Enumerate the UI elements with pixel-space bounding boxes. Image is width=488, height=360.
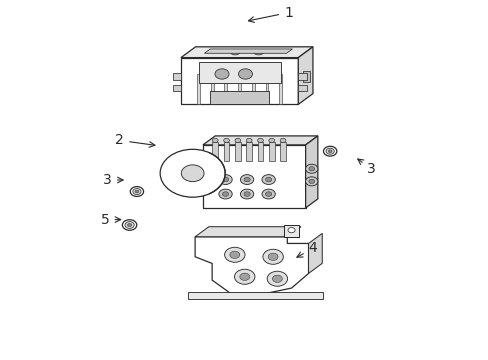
Circle shape <box>267 253 278 260</box>
Circle shape <box>212 138 218 143</box>
Circle shape <box>235 138 240 143</box>
Bar <box>238 74 241 104</box>
Bar <box>302 71 309 82</box>
Polygon shape <box>204 49 292 53</box>
Circle shape <box>308 167 314 171</box>
Polygon shape <box>305 136 317 208</box>
Circle shape <box>133 189 141 194</box>
Circle shape <box>280 138 285 143</box>
Bar <box>172 73 181 80</box>
Bar <box>235 142 240 161</box>
Bar <box>284 225 298 237</box>
Circle shape <box>257 138 263 143</box>
Circle shape <box>238 69 252 79</box>
Text: 4: 4 <box>296 242 317 257</box>
Polygon shape <box>195 227 301 237</box>
Bar <box>246 142 251 161</box>
Circle shape <box>223 138 229 143</box>
Polygon shape <box>298 47 312 104</box>
Circle shape <box>265 192 271 196</box>
Bar <box>198 62 280 83</box>
Circle shape <box>240 175 253 184</box>
Circle shape <box>181 165 203 182</box>
Text: 5: 5 <box>101 213 121 226</box>
Bar <box>224 142 229 161</box>
Circle shape <box>222 192 228 196</box>
Bar <box>268 142 274 161</box>
Polygon shape <box>203 145 305 208</box>
Circle shape <box>325 148 334 154</box>
Circle shape <box>224 247 244 262</box>
Circle shape <box>130 186 143 197</box>
Circle shape <box>266 271 287 286</box>
Circle shape <box>222 177 228 182</box>
Bar <box>257 142 263 161</box>
Text: 1: 1 <box>248 6 292 22</box>
Circle shape <box>308 179 314 184</box>
Polygon shape <box>181 47 312 58</box>
Bar <box>210 91 268 104</box>
Circle shape <box>215 69 228 79</box>
Circle shape <box>305 177 317 186</box>
Circle shape <box>323 146 336 156</box>
Circle shape <box>272 275 282 282</box>
Bar <box>210 74 213 104</box>
Bar <box>212 142 218 161</box>
Circle shape <box>262 175 275 184</box>
Polygon shape <box>181 58 298 104</box>
Circle shape <box>122 220 137 230</box>
Bar <box>172 85 181 91</box>
Circle shape <box>327 150 331 153</box>
Circle shape <box>265 177 271 182</box>
Circle shape <box>239 273 249 280</box>
Bar <box>224 74 227 104</box>
Ellipse shape <box>230 49 240 55</box>
Polygon shape <box>308 233 322 274</box>
Polygon shape <box>195 237 308 293</box>
Circle shape <box>160 149 224 197</box>
Circle shape <box>240 189 253 199</box>
Bar <box>251 74 254 104</box>
Circle shape <box>244 177 250 182</box>
Polygon shape <box>203 136 317 145</box>
Circle shape <box>246 138 251 143</box>
Bar <box>280 142 285 161</box>
Circle shape <box>262 189 275 199</box>
Circle shape <box>263 249 283 264</box>
Bar <box>279 74 282 104</box>
Circle shape <box>234 269 254 284</box>
Circle shape <box>125 222 134 228</box>
Bar <box>265 74 268 104</box>
Circle shape <box>244 192 250 196</box>
Bar <box>197 74 200 104</box>
Text: 2: 2 <box>115 134 155 147</box>
Circle shape <box>268 138 274 143</box>
Bar <box>298 85 306 91</box>
Text: 3: 3 <box>103 173 123 187</box>
Circle shape <box>305 164 317 173</box>
Bar <box>187 292 322 299</box>
Ellipse shape <box>253 49 263 55</box>
Bar <box>298 73 306 80</box>
Circle shape <box>219 175 232 184</box>
Circle shape <box>127 224 131 226</box>
Circle shape <box>135 190 139 193</box>
Circle shape <box>219 189 232 199</box>
Text: 3: 3 <box>357 159 375 176</box>
Circle shape <box>287 228 294 233</box>
Circle shape <box>229 251 239 258</box>
